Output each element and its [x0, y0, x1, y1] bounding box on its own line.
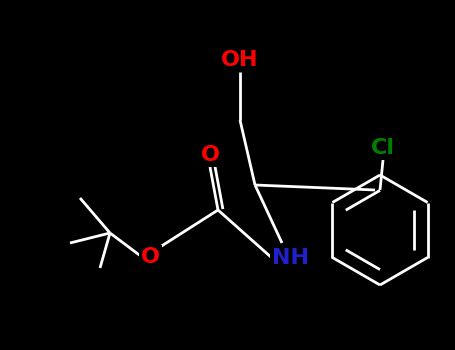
Text: OH: OH — [221, 50, 259, 70]
Text: Cl: Cl — [371, 138, 395, 158]
Text: O: O — [141, 247, 160, 267]
Text: O: O — [201, 145, 219, 165]
Text: NH: NH — [272, 248, 308, 268]
